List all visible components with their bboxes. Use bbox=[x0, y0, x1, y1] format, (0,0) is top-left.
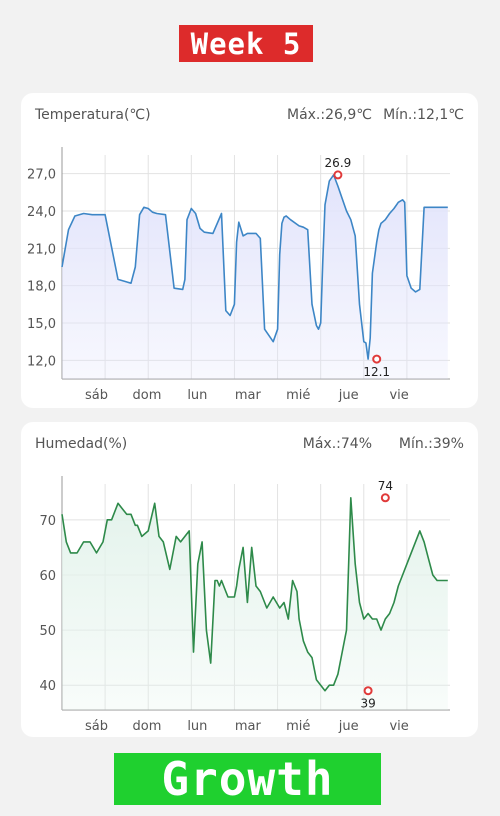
hum-x-tick-label: mar bbox=[235, 719, 262, 734]
temp-area bbox=[62, 174, 448, 379]
humidity-max: Máx.:74% bbox=[302, 436, 372, 452]
temp-series-line bbox=[61, 174, 448, 360]
hum-x-tick-label: dom bbox=[132, 719, 161, 734]
humidity-chart: 70 60 50 40 sáb dom lun mar mié jue vie 74 39 bbox=[39, 476, 450, 734]
hum-y-tick-label: 50 bbox=[39, 624, 56, 639]
temp-min-label: 12.1 bbox=[363, 365, 390, 379]
temp-y-tick-label: 18,0 bbox=[27, 280, 56, 295]
hum-y-tick-label: 60 bbox=[39, 569, 56, 584]
temp-x-tick-label: jue bbox=[338, 388, 359, 403]
temp-x-tick-label: sáb bbox=[85, 388, 108, 403]
temp-y-tick-label: 21,0 bbox=[27, 242, 56, 257]
temp-y-tick-label: 27,0 bbox=[27, 168, 56, 183]
week-badge: Week 5 bbox=[179, 25, 313, 62]
temp-max-marker bbox=[333, 170, 343, 180]
hum-x-tick-label: lun bbox=[187, 719, 207, 734]
hum-min-marker bbox=[363, 686, 373, 696]
growth-badge: Growth bbox=[114, 752, 381, 806]
temp-max-label: 26.9 bbox=[325, 156, 352, 170]
hum-area bbox=[62, 497, 448, 710]
hum-x-tick-label: vie bbox=[389, 719, 408, 734]
hum-x-tick-label: sáb bbox=[85, 719, 108, 734]
hum-x-tick-label: jue bbox=[338, 719, 359, 734]
temp-y-tick-label: 24,0 bbox=[27, 205, 56, 220]
temperature-chart: 27,0 24,0 21,0 18,0 15,0 12,0 sáb dom lun mar mié j… bbox=[27, 147, 450, 403]
hum-max-label: 74 bbox=[378, 479, 393, 493]
temp-x-tick-label: dom bbox=[132, 388, 161, 403]
temperature-max: Máx.:26,9℃ bbox=[286, 107, 372, 123]
temperature-card: Temperatura(℃) Máx.:26,9℃ Mín.:12,1℃ 27,… bbox=[21, 93, 478, 408]
hum-y-tick-label: 40 bbox=[39, 679, 56, 694]
temp-x-tick-label: lun bbox=[187, 388, 207, 403]
hum-y-tick-label: 70 bbox=[39, 514, 56, 529]
humidity-min: Mín.:39% bbox=[398, 436, 464, 452]
hum-max-marker bbox=[380, 493, 390, 503]
hum-x-tick-label: mié bbox=[286, 719, 310, 734]
temp-x-tick-label: mar bbox=[235, 388, 262, 403]
humidity-title: Humedad(%) bbox=[35, 436, 128, 452]
temp-x-tick-label: vie bbox=[389, 388, 408, 403]
humidity-card: Humedad(%) Máx.:74% Mín.:39% 70 60 50 40 sáb… bbox=[21, 422, 478, 737]
temp-min-marker bbox=[372, 354, 382, 364]
temp-y-tick-label: 15,0 bbox=[27, 317, 56, 332]
temp-x-tick-label: mié bbox=[286, 388, 310, 403]
temperature-title: Temperatura(℃) bbox=[35, 107, 151, 123]
hum-min-label: 39 bbox=[360, 697, 375, 711]
temp-y-tick-label: 12,0 bbox=[27, 354, 56, 369]
hum-series-line bbox=[61, 497, 448, 692]
temperature-min: Mín.:12,1℃ bbox=[383, 107, 464, 123]
